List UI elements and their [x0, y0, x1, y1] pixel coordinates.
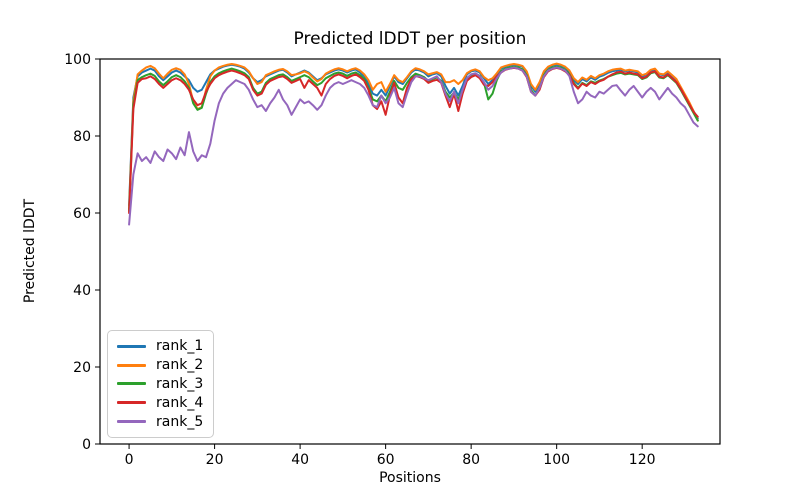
x-tick-label-20: 20: [206, 452, 224, 468]
legend-item-rank_3: rank_3: [117, 375, 203, 394]
x-tick-label-80: 80: [462, 452, 480, 468]
legend-label: rank_3: [156, 375, 204, 392]
legend-line-sample: [117, 420, 146, 424]
x-tick-label-60: 60: [377, 452, 395, 468]
x-tick-label-40: 40: [291, 452, 309, 468]
x-tick-label-0: 0: [125, 452, 134, 468]
legend-label: rank_2: [156, 357, 204, 374]
y-tick-label-60: 60: [73, 206, 91, 222]
y-axis-label: Predicted lDDT: [22, 198, 38, 304]
chart-title: Predicted lDDT per position: [293, 29, 527, 49]
y-tick-label-80: 80: [73, 129, 91, 145]
legend-label: rank_1: [156, 338, 204, 355]
legend-item-rank_5: rank_5: [117, 412, 203, 431]
y-tick-label-100: 100: [64, 52, 91, 68]
legend-item-rank_2: rank_2: [117, 356, 203, 375]
series-line-rank_4: [128, 66, 699, 214]
x-axis-label: Positions: [379, 470, 441, 486]
legend-line-sample: [117, 401, 146, 405]
legend-line-sample: [117, 344, 146, 348]
legend: rank_1 rank_2 rank_3 rank_4 rank_5: [107, 330, 215, 438]
y-tick-label-40: 40: [73, 283, 91, 299]
legend-line-sample: [117, 382, 146, 386]
axes-frame: [99, 58, 721, 445]
x-tick-label-120: 120: [629, 452, 656, 468]
legend-label: rank_5: [156, 413, 204, 430]
x-tick-label-100: 100: [543, 452, 570, 468]
legend-item-rank_4: rank_4: [117, 393, 203, 412]
series-line-rank_5: [128, 66, 699, 226]
legend-line-sample: [117, 363, 146, 367]
series-line-rank_3: [128, 65, 699, 213]
series-line-rank_2: [128, 62, 699, 211]
y-tick-label-0: 0: [82, 437, 91, 453]
legend-item-rank_1: rank_1: [117, 337, 203, 356]
y-tick-label-20: 20: [73, 360, 91, 376]
legend-label: rank_4: [156, 394, 204, 411]
